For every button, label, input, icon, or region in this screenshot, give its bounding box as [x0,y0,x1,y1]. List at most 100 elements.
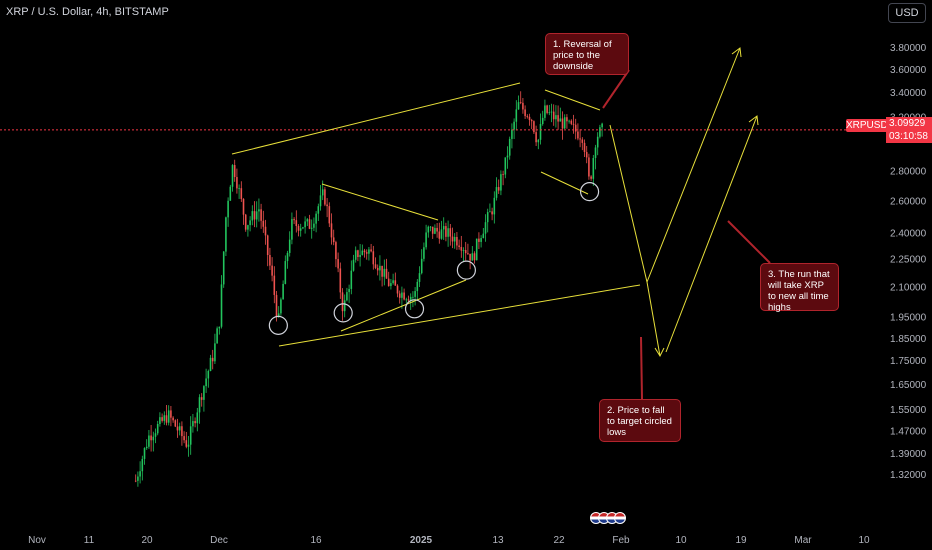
candle-body [585,152,588,158]
candle-body [363,250,366,253]
candle-body [192,421,194,427]
projection-up-1 [646,47,741,283]
candle-body [139,471,141,477]
y-tick-label: 1.65000 [890,380,927,391]
last-price-label: 3.09929 03:10:58 [886,117,932,143]
candle-body [381,265,383,277]
candle-body [154,433,157,437]
economic-events-flags[interactable] [590,512,626,526]
candle-body [225,217,227,252]
candle-body [418,273,421,282]
x-tick-label: 11 [84,535,95,546]
candle-body [222,251,225,285]
candle-body [253,211,256,220]
candle-body [350,270,353,289]
note-run-ath[interactable]: 3. The run that will take XRP to new all… [760,263,839,313]
note-pointer [602,69,630,109]
candle-body [211,357,214,362]
note-price-fall[interactable]: 2. Price to fall to target circled lows [599,399,681,442]
candle-body [181,426,183,437]
candle-body [537,139,540,143]
candle-body [280,299,282,314]
candle-body [442,226,445,230]
candle-body [416,281,419,292]
candle-body [185,440,188,447]
candle-body [427,226,430,233]
candle-body [451,236,454,242]
currency-button[interactable]: USD [888,3,926,23]
candle-body [552,111,555,120]
candle-body [286,252,289,262]
candle-body [453,236,456,242]
candle-body [460,246,463,251]
candle-body [198,397,201,413]
candle-body [548,112,551,114]
candle-body [216,328,218,344]
y-tick-label: 3.60000 [890,65,927,76]
symbol-price-tag: XRPUSD [846,119,888,132]
arrow-head-icon [731,47,742,58]
candle-body [172,417,174,421]
candle-body [563,117,566,129]
candle-body [467,253,469,254]
x-tick-label: Nov [28,535,46,546]
candle-body [515,109,518,122]
candle-body [599,127,601,137]
candle-body [423,247,425,259]
candle-body [337,259,339,269]
lower-trendline [278,284,641,347]
candle-body [299,228,302,231]
candle-body [238,188,240,189]
candle-body [260,209,262,221]
candle-body [189,426,192,445]
candle-body [376,267,379,271]
candle-body [229,186,232,201]
x-tick-label: 16 [310,535,322,546]
candle-body [588,157,590,177]
y-tick-label: 1.75000 [890,356,927,367]
candle-body [321,189,324,196]
candle-body [178,426,181,431]
candle-body [530,120,533,122]
candle-body [310,227,313,229]
candle-body [517,102,520,110]
candle-body [440,229,443,239]
candle-body [137,476,139,481]
candle-body [328,206,331,224]
candle-body [145,446,148,449]
candle-body [269,255,271,266]
candle-body [220,284,223,327]
candle-body [249,220,251,226]
candle-body [414,291,416,297]
candle-body [361,250,364,255]
candle-body [297,226,300,231]
candle-body [258,209,260,212]
y-tick-label: 3.40000 [890,88,927,99]
candle-body [161,417,163,421]
x-tick-label: 22 [553,535,565,546]
y-tick-label: 2.25000 [890,255,927,266]
candle-body [438,231,441,239]
note-reversal[interactable]: 1. Reversal of price to the downside [545,33,629,75]
candle-body [196,412,199,424]
circled-low-marker [456,260,476,280]
y-tick-label: 1.47000 [890,427,927,438]
circled-low-marker [404,299,425,319]
candle-body [464,250,467,254]
candle-body [183,436,185,441]
candle-body [541,117,544,125]
note-pointer [727,220,771,264]
candle-body [504,157,507,175]
candle-body [368,249,370,254]
candle-body [205,378,207,387]
candle-body [326,204,328,207]
projection-down-2 [646,281,661,357]
candle-body [233,165,236,178]
candle-body [409,296,412,301]
projection-up-2 [665,115,758,353]
candle-body [396,285,399,294]
candle-body [526,116,529,117]
candle-body [244,214,247,230]
candle-body [332,237,335,243]
